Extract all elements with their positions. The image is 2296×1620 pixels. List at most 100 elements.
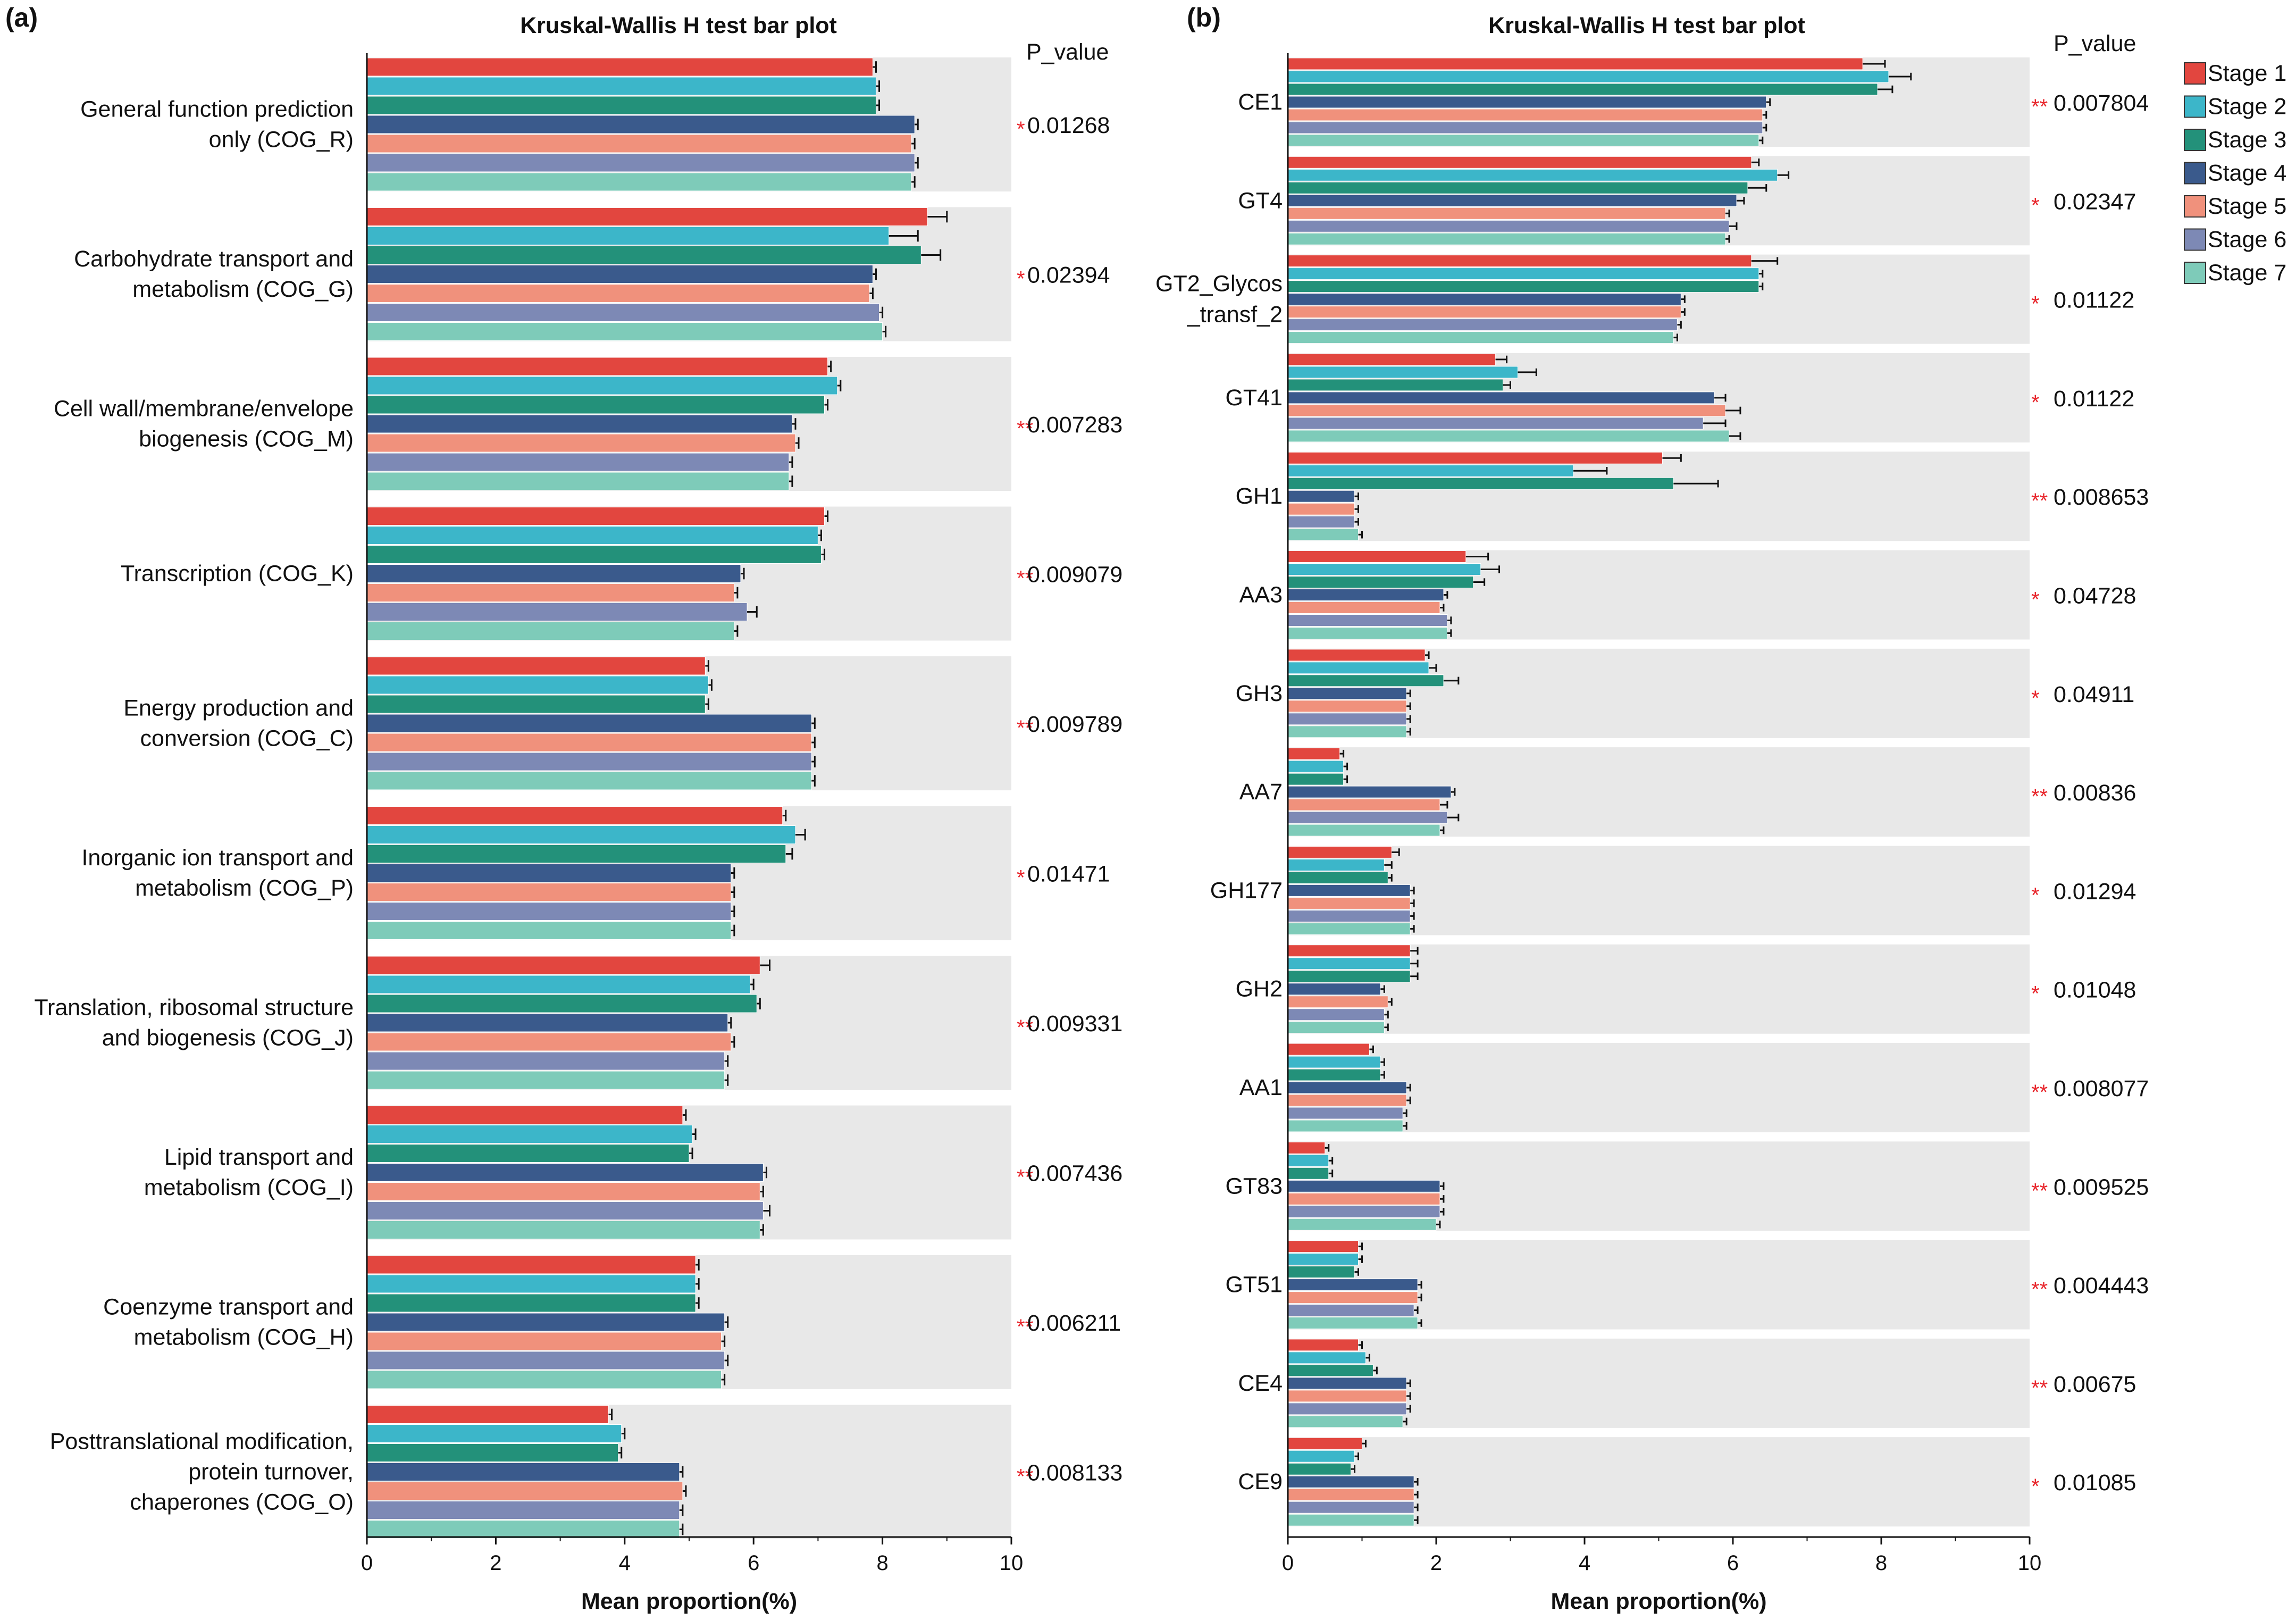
bar — [1287, 1279, 1418, 1291]
bar — [366, 207, 928, 226]
bar — [1287, 1377, 1407, 1390]
bar — [1287, 293, 1681, 306]
category-label: GT83 — [1225, 1173, 1283, 1199]
bar — [1287, 786, 1452, 798]
category-label: General function prediction only (COG_R) — [80, 97, 354, 153]
bar — [366, 1071, 725, 1090]
p-value: 0.008077 — [2054, 1076, 2149, 1101]
panel-a: (a) Kruskal-Wallis H test bar plot P_value… — [5, 3, 1122, 1614]
bar — [1287, 602, 1440, 614]
significance-stars: * — [2031, 982, 2040, 1006]
significance-stars: * — [2031, 293, 2040, 316]
bar — [366, 303, 880, 322]
bar — [1287, 1266, 1355, 1279]
legend-swatch — [2184, 162, 2206, 185]
bar — [366, 752, 812, 771]
bar — [1287, 846, 1392, 858]
bar — [366, 1332, 722, 1351]
bar — [1287, 1205, 1440, 1218]
bar — [366, 1106, 683, 1124]
bar — [1287, 1450, 1355, 1463]
category-label: Energy production and conversion (COG_C) — [123, 696, 354, 751]
significance-stars: * — [1017, 268, 1025, 291]
bar — [1287, 194, 1737, 207]
bar — [1287, 1317, 1418, 1330]
p-value: 0.01085 — [2054, 1470, 2136, 1496]
bar — [366, 603, 748, 621]
bar — [366, 1163, 764, 1182]
bar — [366, 1182, 760, 1201]
bar — [366, 265, 873, 283]
legend-swatch — [2184, 62, 2206, 85]
bar — [1287, 181, 1748, 194]
bar — [366, 564, 741, 583]
bar — [366, 1201, 764, 1220]
p-value-header: P_value — [1026, 39, 1109, 65]
p-value: 0.01294 — [2054, 879, 2136, 904]
significance-stars: ** — [2031, 1376, 2048, 1400]
legend-label: Stage 3 — [2208, 127, 2286, 153]
category-label-line: Posttranslational modification, — [50, 1429, 354, 1455]
p-value: 0.01471 — [1027, 862, 1110, 887]
p-value: 0.004443 — [2054, 1273, 2149, 1299]
bar — [1287, 121, 1763, 134]
p-value: 0.008133 — [1027, 1460, 1122, 1486]
bar — [1287, 1107, 1403, 1120]
bar — [1287, 627, 1448, 639]
category-label-line: Lipid transport and — [164, 1145, 354, 1170]
bar — [1287, 1304, 1414, 1317]
bar — [1287, 452, 1663, 464]
legend-swatch — [2184, 195, 2206, 218]
bar — [366, 172, 912, 191]
bar — [1287, 1488, 1414, 1501]
significance-stars: ** — [2031, 785, 2048, 808]
bar — [366, 1463, 680, 1481]
bar — [366, 845, 786, 863]
bar — [366, 994, 757, 1013]
bar — [1287, 1141, 1326, 1154]
category-label: AA1 — [1239, 1075, 1283, 1100]
bar — [1287, 430, 1730, 442]
bar — [1287, 824, 1440, 837]
bar — [366, 1424, 622, 1443]
category-label: GT4 — [1238, 188, 1283, 213]
p-value: 0.007804 — [2054, 90, 2149, 116]
bar — [1287, 674, 1444, 687]
p-value: 0.02394 — [1027, 263, 1110, 288]
p-value: 0.01122 — [2054, 288, 2134, 313]
category-label-line: GH177 — [1210, 878, 1283, 903]
bar — [1287, 134, 1759, 147]
bar — [366, 1370, 722, 1389]
bar — [1287, 70, 1889, 83]
category-label: Carbohydrate transport and metabolism (CO… — [74, 246, 354, 302]
bar — [1287, 1192, 1440, 1205]
bar — [1287, 1043, 1370, 1056]
bar — [1287, 1475, 1414, 1488]
category-band — [1288, 944, 2030, 1034]
p-value: 0.02347 — [2054, 189, 2136, 214]
category-label-line: GT51 — [1225, 1272, 1283, 1298]
p-value: 0.01122 — [2054, 386, 2134, 412]
bar — [1287, 268, 1759, 280]
significance-stars: ** — [2031, 1278, 2048, 1301]
bar — [366, 771, 812, 790]
bar — [1287, 1437, 1362, 1450]
legend-label: Stage 1 — [2208, 61, 2286, 86]
bar — [366, 825, 796, 844]
category-label-line: CE9 — [1238, 1469, 1283, 1494]
bar — [366, 57, 873, 77]
bar — [366, 1501, 680, 1519]
p-value: 0.009331 — [1027, 1011, 1122, 1037]
significance-stars: * — [2031, 588, 2040, 612]
category-label-line: _transf_2 — [1187, 302, 1283, 328]
significance-stars: ** — [1017, 1166, 1033, 1189]
bar — [366, 622, 735, 640]
category-label-line: General function prediction — [80, 97, 354, 122]
bar — [366, 975, 751, 994]
legend-label: Stage 6 — [2208, 227, 2286, 253]
bar — [1287, 687, 1407, 700]
category-label: GT51 — [1225, 1272, 1283, 1298]
bar — [1287, 747, 1340, 760]
p-value: 0.009079 — [1027, 562, 1122, 588]
bar — [1287, 83, 1878, 96]
